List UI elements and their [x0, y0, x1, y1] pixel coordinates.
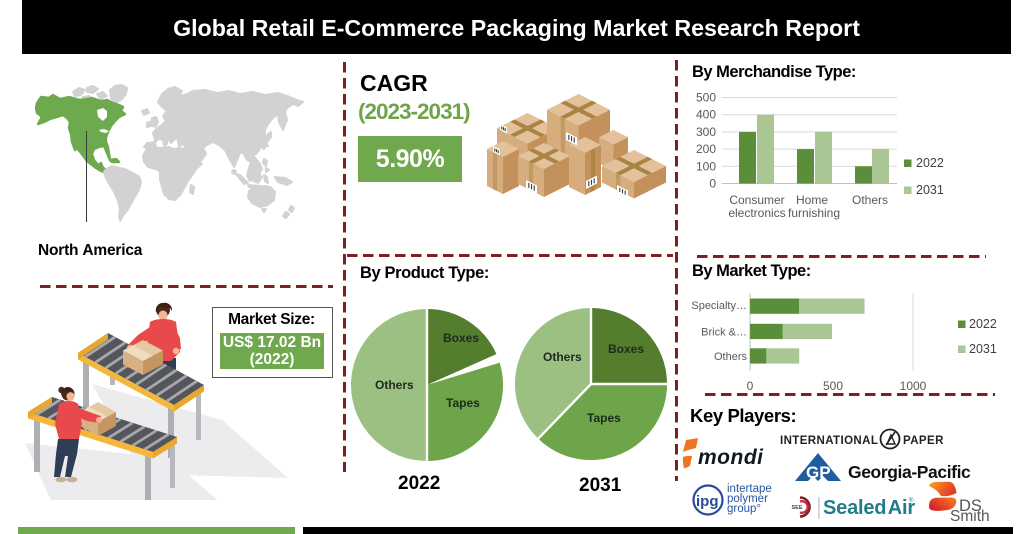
svg-text:Sealed Air: Sealed Air [823, 497, 915, 519]
svg-text:®: ® [909, 497, 914, 504]
svg-text:PAPER: PAPER [903, 435, 943, 447]
svg-text:mondi: mondi [698, 446, 764, 469]
svg-text:Home: Home [796, 193, 828, 207]
svg-text:Others: Others [543, 350, 582, 364]
svg-text:GP: GP [806, 463, 831, 482]
svg-text:INTERNATIONAL: INTERNATIONAL [780, 435, 878, 447]
svg-text:Brick &…: Brick &… [701, 327, 747, 339]
svg-text:Others: Others [852, 193, 888, 207]
svg-text:0: 0 [747, 379, 754, 393]
svg-text:group°: group° [727, 503, 761, 515]
svg-text:500: 500 [696, 91, 716, 105]
svg-text:400: 400 [696, 108, 716, 122]
svg-text:2031: 2031 [969, 342, 997, 356]
svg-text:Georgia-Pacific: Georgia-Pacific [848, 462, 971, 482]
svg-text:Consumer: Consumer [729, 193, 784, 207]
svg-text:200: 200 [696, 142, 716, 156]
svg-text:Specialty…: Specialty… [691, 300, 747, 312]
svg-text:DS: DS [959, 497, 982, 515]
svg-text:Boxes: Boxes [443, 331, 479, 345]
svg-text:polymer: polymer [727, 493, 768, 505]
svg-text:1000: 1000 [900, 379, 927, 393]
svg-text:Boxes: Boxes [608, 342, 644, 356]
svg-text:Tapes: Tapes [587, 411, 621, 425]
svg-text:Tapes: Tapes [446, 396, 480, 410]
svg-text:Others: Others [375, 378, 414, 392]
svg-text:2022: 2022 [916, 156, 944, 170]
svg-text:2022: 2022 [969, 317, 997, 331]
svg-text:electronics: electronics [728, 206, 785, 220]
svg-text:300: 300 [696, 125, 716, 139]
svg-text:Smith: Smith [950, 508, 990, 523]
svg-text:furnishing: furnishing [788, 206, 840, 220]
svg-text:0: 0 [709, 177, 716, 191]
svg-text:2031: 2031 [916, 183, 944, 197]
svg-text:SEE: SEE [792, 505, 803, 511]
svg-text:100: 100 [696, 159, 716, 173]
svg-text:ipg: ipg [696, 493, 719, 510]
svg-text:intertape: intertape [727, 483, 772, 495]
svg-text:500: 500 [823, 379, 843, 393]
svg-text:Others: Others [714, 351, 748, 363]
